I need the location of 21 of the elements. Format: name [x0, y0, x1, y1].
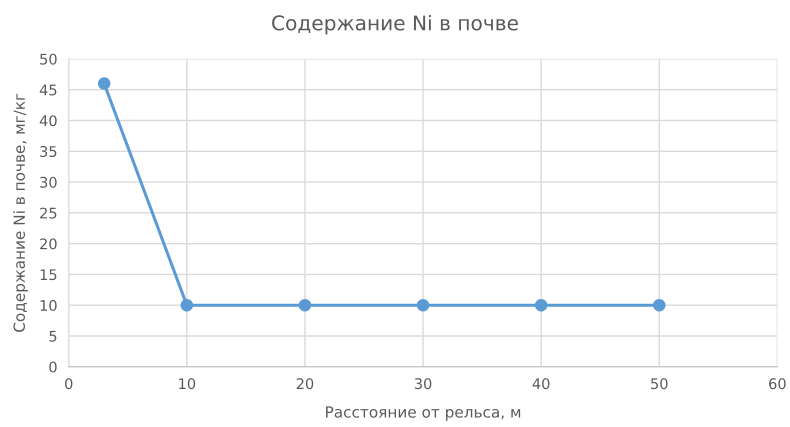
y-axis-title: Содержание Ni в почве, мг/кг [13, 94, 28, 332]
x-tick-label: 30 [414, 378, 432, 390]
chart-title: Содержание Ni в почве [272, 14, 518, 34]
y-tick-label: 45 [40, 84, 56, 96]
y-tick-label: 20 [40, 238, 57, 250]
x-tick-label: 50 [651, 378, 668, 390]
y-tick-label: 5 [49, 330, 56, 342]
y-tick-label: 40 [40, 115, 57, 126]
x-tick-label: 10 [179, 378, 196, 390]
x-axis-title: Расстояние от рельса, м [326, 406, 520, 421]
x-tick-label: 60 [769, 378, 786, 390]
y-tick-label: 25 [40, 208, 56, 219]
y-tick-label: 35 [40, 146, 56, 158]
x-tick-label: 20 [296, 378, 314, 390]
x-tick-label: 0 [65, 378, 72, 390]
y-tick-label: 30 [40, 176, 57, 188]
x-tick-label: 40 [532, 378, 550, 390]
y-tick-label: 10 [40, 300, 57, 311]
y-tick-label: 0 [49, 362, 57, 373]
y-tick-label: 15 [40, 269, 56, 280]
y-tick-label: 50 [40, 54, 57, 65]
